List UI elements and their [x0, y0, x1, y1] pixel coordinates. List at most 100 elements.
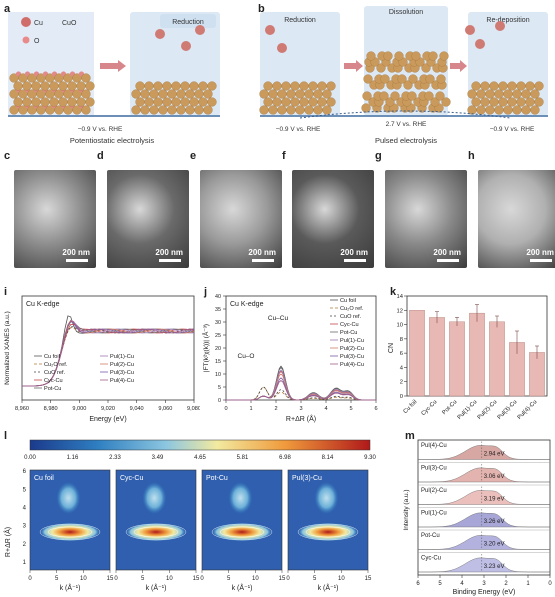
- dband-spectrum: [418, 557, 550, 573]
- exafs-ytick-label: 40: [215, 294, 221, 300]
- dband-xtick-label: 2: [504, 581, 508, 587]
- cu-atom: [176, 89, 186, 99]
- cu-atom: [149, 89, 159, 99]
- cn-ytick-label: 8: [400, 337, 403, 343]
- dband-center-value: 3.23 eV: [484, 564, 505, 570]
- cu-atom: [207, 97, 217, 107]
- cu-atom: [471, 97, 481, 107]
- dissolved-cu-ion: [195, 25, 205, 35]
- exafs-legend-item: Pul(1)-Cu: [340, 338, 364, 344]
- exafs-legend-item: CuO ref.: [340, 314, 362, 320]
- dband-center-value: 3.26 eV: [484, 519, 505, 525]
- cu-atom: [525, 97, 535, 107]
- cu-atom: [534, 81, 544, 91]
- cn-ylabel: CN: [388, 343, 395, 353]
- cu-atom: [516, 81, 526, 91]
- wavelet-xtick-label: 15: [279, 576, 286, 582]
- dband-sample-label: Pul(1)-Cu: [421, 511, 447, 517]
- dissolved-cu-ion: [475, 39, 485, 49]
- cu-atom: [135, 97, 145, 107]
- panel-label-b: b: [258, 3, 265, 15]
- cu-atom: [441, 97, 451, 107]
- cu-atom: [131, 89, 141, 99]
- cu-atom: [45, 105, 55, 115]
- cu-atom: [13, 97, 23, 107]
- exafs-ytick-label: 15: [215, 359, 221, 365]
- dband-sample-label: Cyc-Cu: [421, 556, 441, 562]
- colorbar: [29, 439, 371, 451]
- exafs-xtick-label: 6: [374, 406, 377, 412]
- exafs-legend-item: Pul(3)-Cu: [340, 354, 364, 360]
- cu-atom: [385, 97, 395, 107]
- dissolved-cu-ion: [155, 29, 165, 39]
- wavelet-weak-feature: [314, 482, 339, 514]
- colorbar-ticks: 0.00 1.16 2.33 3.49 4.65 5.81 6.98 8.14 9.30: [24, 455, 376, 461]
- cu-atom: [317, 97, 327, 107]
- cn-ytick-label: 6: [400, 351, 403, 357]
- cu-atom: [530, 89, 540, 99]
- scale-bar-label: 200 nm: [62, 248, 90, 257]
- wavelet-contour: [219, 526, 265, 538]
- dband-center-value: 2.94 eV: [484, 452, 505, 458]
- wavelet-contour: [125, 523, 187, 541]
- cn-ytick-label: 0: [400, 394, 403, 400]
- cu-atom: [362, 91, 372, 101]
- panel-label-m: m: [405, 430, 415, 442]
- cu-atom: [317, 81, 327, 91]
- cn-ytick-label: 2: [400, 380, 403, 386]
- cu-atom: [436, 74, 446, 84]
- wavelet-xlabel: k (Å⁻¹): [146, 583, 167, 592]
- cn-ytick-label: 4: [400, 365, 404, 371]
- legend-o-text: O: [34, 38, 40, 45]
- cu-atom: [435, 91, 445, 101]
- wavelet-ylabel: R+ΔR (Å): [3, 527, 12, 557]
- wavelet-map-title: Cyc-Cu: [120, 475, 143, 482]
- cu-atom: [54, 105, 64, 115]
- cu-atom: [376, 63, 386, 73]
- cn-bar: [489, 321, 505, 397]
- xanes-legend-item: Cyc-Cu: [44, 378, 63, 384]
- cu-atom: [403, 80, 413, 90]
- cu-atom: [498, 81, 508, 91]
- wavelet-map-title: Pul(3)-Cu: [292, 475, 322, 482]
- wavelet-ytick-label: 6: [23, 469, 27, 475]
- microscopy-image-g: 200 nm: [385, 170, 467, 268]
- cu-atom: [131, 105, 141, 115]
- cu-atom: [171, 81, 181, 91]
- cu-atom: [530, 105, 540, 115]
- cu-atom: [299, 81, 309, 91]
- cu-atom: [308, 97, 318, 107]
- cn-bar: [429, 317, 445, 397]
- panel-label-c: c: [4, 150, 11, 162]
- cu-atom: [363, 74, 373, 84]
- cu-atom: [49, 97, 59, 107]
- cu-atom: [485, 105, 495, 115]
- cu-atom: [81, 73, 91, 83]
- cu-atom: [489, 81, 499, 91]
- panel-label-j: j: [204, 286, 208, 298]
- cu-atom: [185, 89, 195, 99]
- cu-atom: [411, 51, 421, 61]
- cu-atom: [40, 81, 50, 91]
- cn-category-label: Cu foil: [403, 399, 419, 415]
- cu-atom: [203, 89, 213, 99]
- wavelet-ytick-label: 1: [23, 560, 27, 566]
- xanes-legend-item: Pul(3)-Cu: [110, 370, 134, 376]
- exafs-xlabel: R+ΔR (Å): [286, 414, 316, 423]
- cu-atom: [180, 81, 190, 91]
- wavelet-xlabel: k (Å⁻¹): [318, 583, 339, 592]
- cu-atom: [467, 89, 477, 99]
- colorbar-tick-label: 0.00: [24, 455, 36, 461]
- wavelet-contour: [211, 523, 273, 541]
- cu-atom: [36, 89, 46, 99]
- legend-cu-icon: [21, 17, 31, 27]
- dband-spectrum: [418, 490, 550, 505]
- cu-atom: [494, 105, 504, 115]
- cu-atom: [207, 81, 217, 91]
- exafs-ytick-label: 0: [218, 398, 221, 404]
- wavelet-hotspot: [212, 523, 272, 541]
- cu-atom: [290, 97, 300, 107]
- exafs-curve-5: [226, 369, 376, 401]
- cu-atom: [322, 89, 332, 99]
- colorbar-tick-label: 4.65: [194, 455, 206, 461]
